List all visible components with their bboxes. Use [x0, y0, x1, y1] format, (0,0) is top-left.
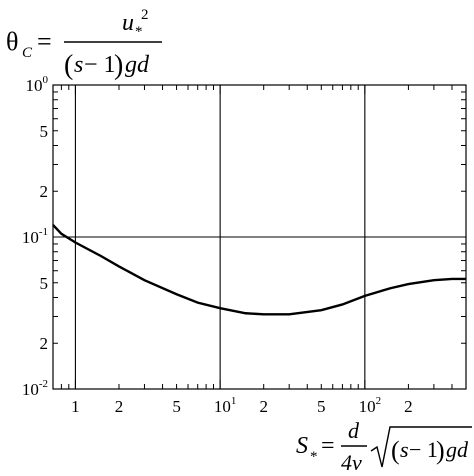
- ylabel-theta: θ: [6, 27, 18, 56]
- ylabel-den-minus-one: − 1: [84, 52, 116, 78]
- x-tick-label: 1: [71, 397, 80, 416]
- xlabel-rad-s: s: [400, 437, 409, 462]
- ylabel-den-paren-r: ): [114, 50, 123, 81]
- gridlines: [53, 85, 466, 389]
- ylabel-den-s: s: [74, 52, 83, 78]
- xlabel-rad-paren-r: ): [436, 436, 445, 465]
- ylabel-den-gd: gd: [125, 52, 150, 78]
- xlabel-s: S: [296, 433, 308, 459]
- x-tick-labels: 1 2 5 101 2 5 102 2: [71, 395, 412, 416]
- series-line: [52, 224, 466, 316]
- x-tick-label: 2: [404, 397, 413, 416]
- y-tick-label: 5: [40, 274, 49, 293]
- y-tick-label: 2: [40, 182, 49, 201]
- sqrt-sign: [370, 426, 472, 468]
- ylabel-numerator-sup: 2: [141, 7, 149, 23]
- xlabel-rad-gd: gd: [446, 437, 469, 462]
- y-axis-label: θ C = u * 2 ( s − 1 ) gd: [6, 7, 162, 81]
- xlabel-equals: =: [321, 433, 335, 459]
- y-tick-label: 100: [26, 74, 49, 95]
- ylabel-den-paren-l: (: [64, 50, 73, 81]
- x-tick-label: 2: [259, 397, 268, 416]
- ylabel-theta-sub: C: [22, 45, 33, 61]
- x-tick-label: 5: [317, 397, 326, 416]
- y-tick-labels: 100 5 2 10-1 5 2 10-2: [22, 74, 49, 399]
- x-tick-label: 101: [214, 395, 237, 416]
- xlabel-rad-minus-one: − 1: [409, 437, 438, 462]
- ylabel-numerator-u: u: [122, 10, 134, 36]
- ylabel-numerator-sub: *: [135, 24, 143, 40]
- x-tick-label: 5: [172, 397, 181, 416]
- y-tick-label: 10-2: [22, 378, 48, 399]
- y-tick-label: 5: [40, 122, 49, 141]
- xlabel-frac-num: d: [348, 418, 360, 443]
- xlabel-frac-den: 4ν: [341, 450, 362, 475]
- x-axis-label: S * = d 4ν ( s − 1 ) gd: [296, 418, 472, 475]
- y-tick-label: 10-1: [22, 226, 48, 247]
- x-tick-label: 102: [359, 395, 382, 416]
- x-tick-label: 2: [115, 397, 124, 416]
- xlabel-s-sub: *: [310, 449, 318, 465]
- xlabel-rad-paren-l: (: [391, 436, 400, 465]
- ylabel-equals: =: [37, 27, 52, 56]
- tick-marks: [52, 84, 467, 390]
- y-tick-label: 2: [40, 334, 49, 353]
